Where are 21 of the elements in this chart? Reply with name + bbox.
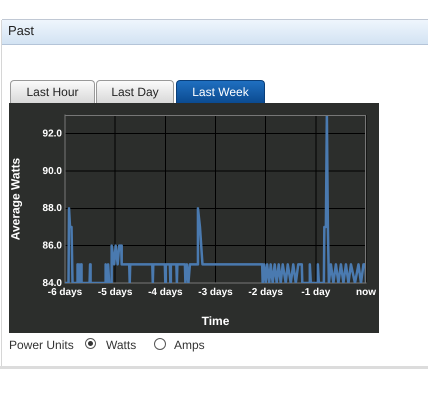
x-tick-label: -6 days xyxy=(48,286,83,298)
y-tick-label: 84.0 xyxy=(42,278,62,289)
text: Power Units xyxy=(9,338,74,352)
y-axis-title: Average Watts xyxy=(8,157,23,240)
chart-title: Past xyxy=(8,23,34,38)
y-tick-label: 90.0 xyxy=(42,166,62,177)
text: Watts xyxy=(106,338,136,352)
x-tick-label: -1 day xyxy=(301,286,331,298)
text: Last Hour xyxy=(10,80,95,103)
text: Amps xyxy=(174,338,205,352)
y-tick-label: 92.0 xyxy=(42,128,62,140)
text: Last Week xyxy=(176,80,265,103)
x-tick-label: -2 days xyxy=(248,286,284,298)
x-tick-label: -5 days xyxy=(98,286,133,298)
x-tick-label: now xyxy=(356,286,376,298)
x-axis-title: Time xyxy=(202,314,230,328)
x-tick-label: -4 days xyxy=(148,286,183,298)
text: Last Day xyxy=(96,80,174,103)
y-tick-label: 86.0 xyxy=(42,240,62,252)
x-tick-label: -3 days xyxy=(198,286,234,298)
y-tick-label: 88.0 xyxy=(42,203,62,214)
